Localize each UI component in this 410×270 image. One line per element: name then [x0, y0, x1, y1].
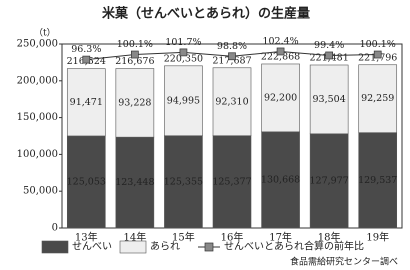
value-label: 127,977	[309, 175, 348, 186]
line-marker	[179, 48, 188, 57]
y-tick-label: 50,000	[23, 186, 58, 197]
value-label: 125,053	[67, 176, 106, 187]
bar-segment	[115, 136, 155, 229]
value-label: 93,504	[313, 94, 346, 105]
value-label: 99.4%	[314, 40, 344, 51]
value-label: 92,310	[215, 96, 248, 107]
bar-segment	[66, 135, 106, 229]
line-marker	[228, 52, 236, 61]
x-tick-label: 16年	[221, 231, 244, 244]
legend-label: せんべいとあられ合算の前年比	[224, 240, 364, 253]
value-label: 92,200	[264, 92, 297, 103]
bar-segment	[164, 65, 203, 137]
line-marker	[131, 50, 139, 59]
legend-swatch	[119, 240, 147, 254]
value-label: 94,995	[167, 95, 200, 106]
y-tick-label: 200,000	[17, 75, 58, 86]
y-tick-label: 0	[52, 223, 58, 234]
value-label: 125,355	[164, 176, 203, 187]
total-label: 217,687	[212, 55, 251, 66]
bar-segment	[261, 131, 300, 229]
line-marker	[373, 50, 382, 59]
value-label: 98.8%	[217, 41, 247, 52]
total-label: 220,350	[164, 53, 203, 64]
line-marker	[325, 51, 333, 60]
legend-swatch	[41, 240, 69, 254]
bar-segment	[309, 64, 349, 135]
value-label: 91,471	[70, 97, 103, 108]
value-label: 125,377	[212, 176, 251, 187]
x-tick-label: 18年	[318, 231, 341, 244]
y-tick-label: 100,000	[17, 149, 58, 160]
total-label: 216,676	[115, 56, 154, 67]
value-label: 102.4%	[262, 36, 298, 47]
value-label: 129,537	[358, 175, 397, 186]
bar-segment	[358, 64, 398, 133]
total-label: 222,868	[261, 51, 300, 62]
value-label: 92,259	[361, 93, 394, 104]
x-tick-label: 17年	[269, 231, 292, 244]
bar-segment	[309, 133, 349, 229]
legend-label: あられ	[150, 241, 180, 253]
chart-title: 米菓（せんべいとあられ）の生産量	[102, 6, 310, 22]
value-label: 96.3%	[71, 44, 101, 55]
value-label: 101.7%	[165, 37, 201, 48]
y-tick-label: 250,000	[17, 39, 58, 50]
y-tick-label: 150,000	[17, 112, 58, 123]
value-label: 93,228	[118, 97, 151, 108]
value-label: 100.1%	[117, 39, 153, 50]
bar-segment	[212, 67, 252, 137]
y-unit: （t）	[34, 28, 56, 39]
line-marker	[276, 47, 285, 56]
source: 食品需給研究センター調べ	[290, 256, 398, 268]
bar-segment	[164, 135, 203, 229]
bar-segment	[261, 63, 300, 133]
line-marker	[82, 55, 91, 64]
bar-segment	[358, 132, 398, 229]
legend-label: せんべい	[72, 241, 112, 253]
bar-segment	[212, 135, 252, 229]
legend-marker	[204, 242, 214, 252]
x-tick-label: 15年	[172, 231, 195, 244]
x-tick-label: 14年	[123, 231, 146, 244]
x-tick-label: 19年	[366, 231, 389, 244]
value-label: 130,668	[261, 174, 300, 185]
value-label: 100.1%	[360, 39, 396, 50]
x-tick-label: 13年	[75, 231, 98, 244]
value-label: 123,448	[115, 177, 154, 188]
bar-segment	[66, 68, 106, 137]
bar-segment	[115, 68, 155, 138]
